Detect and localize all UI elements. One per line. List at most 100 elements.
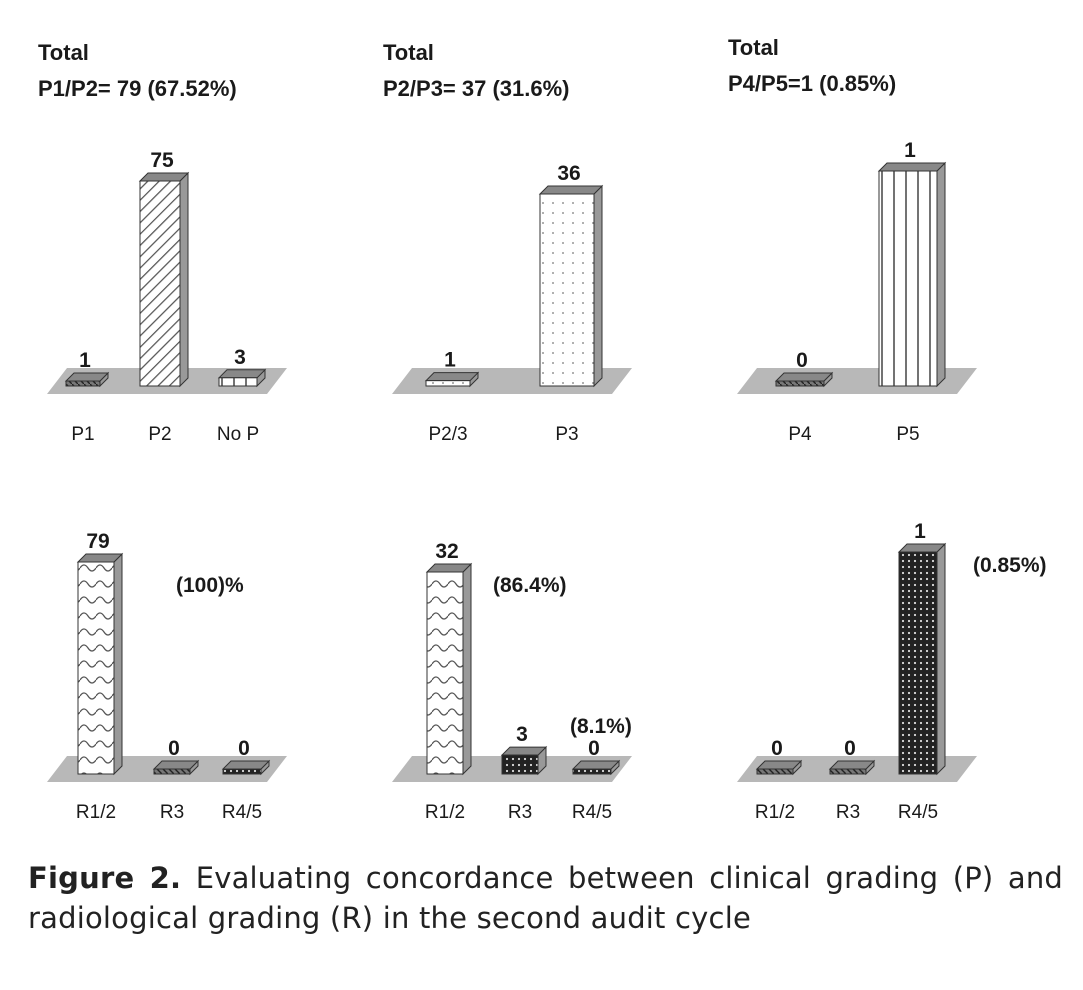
chart-title-line: P2/P3= 37 (31.6%) xyxy=(383,76,570,101)
bar-value-label: 0 xyxy=(771,737,783,760)
bar-top xyxy=(424,372,480,382)
bar-top xyxy=(500,746,548,756)
bar-value-label: 0 xyxy=(238,737,250,760)
chart-panel-5: 32 R1/2 (86.4%) 3 R3 (8.1%)0 R4/5 xyxy=(392,540,632,823)
chart-panel-3: Total P4/P5=1 (0.85%) 0 P4 1 P5 xyxy=(728,35,977,445)
bar-p3 xyxy=(538,184,604,388)
category-label: R3 xyxy=(836,802,860,823)
category-label: R4/5 xyxy=(898,802,938,823)
bar-front xyxy=(65,380,101,387)
category-label: R4/5 xyxy=(572,802,612,823)
bar-r1-2 xyxy=(76,552,124,776)
category-label: R1/2 xyxy=(755,802,795,823)
percentage-annotation: (100)% xyxy=(176,574,244,597)
bar-r3 xyxy=(152,759,200,776)
chart-title-line: P4/P5=1 (0.85%) xyxy=(728,71,896,96)
bar-p2-3 xyxy=(424,371,480,388)
caption-text: Evaluating concordance between clinical … xyxy=(28,861,1064,935)
bar-top xyxy=(217,369,267,379)
bar-value-label: 75 xyxy=(150,149,174,172)
bar-p1 xyxy=(64,371,110,388)
bar-p2 xyxy=(138,171,190,388)
category-label: P5 xyxy=(896,424,919,445)
bar-value-label: 3 xyxy=(516,723,528,746)
chart-panel-2: Total P2/P3= 37 (31.6%) 1 P2/3 36 P3 xyxy=(383,40,632,445)
bar-r1-2 xyxy=(755,759,803,776)
bar-top xyxy=(828,760,876,770)
category-label: R3 xyxy=(508,802,532,823)
bar-top xyxy=(897,543,947,553)
bar-value-label: 1 xyxy=(79,349,91,372)
bar-p5 xyxy=(877,161,947,388)
bar-top xyxy=(76,553,124,563)
bar-top xyxy=(774,372,834,382)
bar-r3 xyxy=(500,745,548,776)
category-label: R3 xyxy=(160,802,184,823)
bar-side xyxy=(113,552,123,776)
bar-value-label: 32 xyxy=(435,540,458,563)
category-label: R1/2 xyxy=(425,802,465,823)
bar-front xyxy=(425,380,471,387)
bar-p4 xyxy=(774,371,834,388)
bar-value-label: 0 xyxy=(168,737,180,760)
bar-value-label: 0 xyxy=(844,737,856,760)
bar-no-p xyxy=(217,368,267,388)
bar-value-label: 1 xyxy=(444,349,456,372)
bar-front xyxy=(539,193,595,387)
percentage-annotation: (8.1%) xyxy=(570,715,632,738)
bar-top xyxy=(152,760,200,770)
bar-top xyxy=(538,185,604,195)
bar-value-label: 0 xyxy=(796,349,808,372)
bar-value-label: 1 xyxy=(904,139,916,162)
bar-top xyxy=(221,760,271,770)
chart-title-line: Total xyxy=(383,40,434,65)
category-label: R4/5 xyxy=(222,802,262,823)
chart-panel-1: Total P1/P2= 79 (67.52%) 1 P1 75 P2 3 No P xyxy=(38,40,287,445)
category-label: P2 xyxy=(148,424,171,445)
bar-front xyxy=(501,754,539,775)
bar-front xyxy=(153,768,191,775)
category-label: P2/3 xyxy=(428,424,467,445)
figure-caption: Figure 2. Evaluating concordance between… xyxy=(28,858,1063,938)
bar-top xyxy=(425,563,473,573)
bar-side xyxy=(936,161,946,388)
percentage-annotation: (86.4%) xyxy=(493,574,567,597)
bar-front xyxy=(572,768,612,775)
category-label: P1 xyxy=(71,424,94,445)
category-label: P3 xyxy=(555,424,578,445)
category-label: R1/2 xyxy=(76,802,116,823)
bar-side xyxy=(462,562,472,776)
bar-front xyxy=(139,180,181,387)
bar-front xyxy=(426,571,464,775)
bar-side xyxy=(593,184,603,388)
chart-title-line: Total xyxy=(38,40,89,65)
category-label: No P xyxy=(217,424,259,445)
chart-panel-6: 0 R1/2 0 R3 1 R4/5 (0.85%) xyxy=(737,520,1047,823)
category-label: P4 xyxy=(788,424,812,445)
bar-value-label: 0 xyxy=(588,737,600,760)
bar-front xyxy=(756,768,794,775)
bar-side xyxy=(179,171,189,388)
bar-top xyxy=(138,172,190,182)
bar-r1-2 xyxy=(425,562,473,776)
bar-front xyxy=(829,768,867,775)
bar-front xyxy=(898,551,938,775)
caption-label: Figure 2. xyxy=(28,861,182,895)
bar-top xyxy=(755,760,803,770)
bar-front xyxy=(878,170,938,387)
bar-r4-5 xyxy=(571,759,621,776)
chart-title-line: Total xyxy=(728,35,779,60)
chart-panel-4: 79 R1/2 (100)% 0 R3 0 R4/5 xyxy=(47,530,287,823)
bar-top xyxy=(64,372,110,382)
chart-title-line: P1/P2= 79 (67.52%) xyxy=(38,76,237,101)
bar-value-label: 1 xyxy=(914,520,926,543)
bar-top xyxy=(877,162,947,172)
bar-value-label: 79 xyxy=(86,530,109,553)
bar-value-label: 3 xyxy=(234,346,246,369)
bar-front xyxy=(218,377,258,387)
bar-side xyxy=(936,542,946,776)
bar-front xyxy=(775,380,825,387)
bar-value-label: 36 xyxy=(557,162,580,185)
bar-front xyxy=(77,561,115,775)
